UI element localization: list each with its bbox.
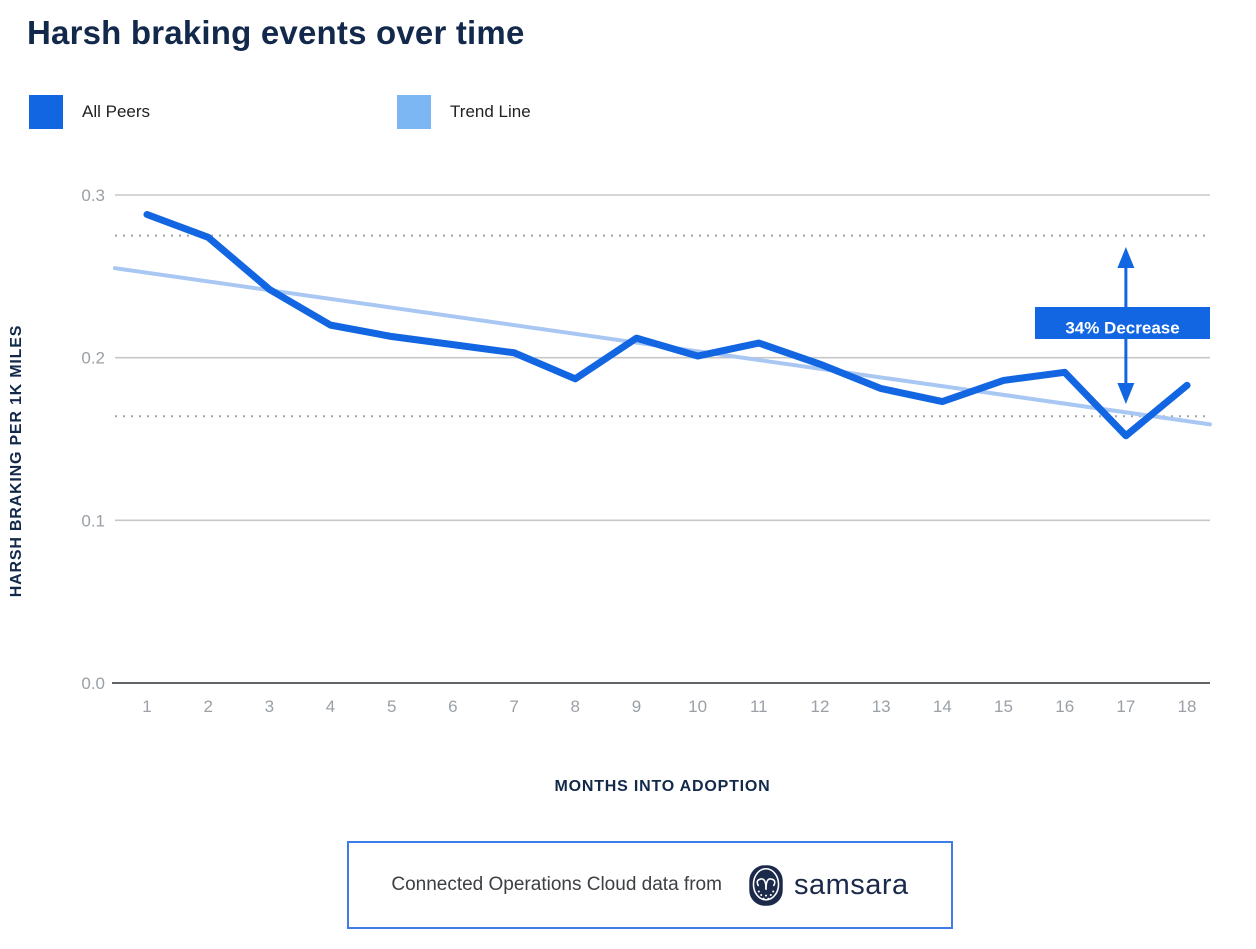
x-tick-label: 4 bbox=[326, 697, 335, 716]
samsara-owl-logo-icon bbox=[749, 864, 783, 906]
x-tick-label: 2 bbox=[203, 697, 212, 716]
legend-item-all-peers: All Peers bbox=[29, 95, 150, 129]
source-attribution-box: Connected Operations Cloud data from sam… bbox=[347, 841, 953, 929]
samsara-wordmark: samsara bbox=[793, 868, 909, 901]
chart-legend: All Peers Trend Line bbox=[29, 95, 531, 129]
page-title: Harsh braking events over time bbox=[27, 14, 525, 51]
legend-label-all-peers: All Peers bbox=[82, 102, 151, 121]
y-axis-title: HARSH BRAKING PER 1K MILES bbox=[8, 324, 25, 598]
x-tick-label: 11 bbox=[750, 697, 768, 716]
x-tick-label: 15 bbox=[994, 697, 1013, 716]
x-tick-label: 16 bbox=[1055, 697, 1074, 716]
x-tick-label: 18 bbox=[1178, 697, 1197, 716]
x-tick-label: 9 bbox=[632, 697, 641, 716]
all-peers-swatch-icon bbox=[29, 95, 63, 129]
trend-line-swatch-icon bbox=[397, 95, 432, 129]
x-tick-label: 14 bbox=[933, 697, 952, 716]
annotation-arrow-down-head bbox=[1117, 383, 1135, 405]
y-tick-label: 0.3 bbox=[81, 186, 105, 205]
x-tick-label: 10 bbox=[688, 697, 707, 716]
x-tick-label: 3 bbox=[265, 697, 274, 716]
all-peers-line bbox=[143, 211, 1191, 440]
annotation-label-box bbox=[1035, 307, 1210, 339]
annotation-arrow-up-head bbox=[1117, 247, 1135, 269]
x-axis-title: MONTHS INTO ADOPTION bbox=[554, 778, 771, 795]
y-tick-label: 0.2 bbox=[81, 349, 105, 368]
source-attribution-text: Connected Operations Cloud data from bbox=[391, 874, 722, 895]
x-tick-label: 8 bbox=[571, 697, 580, 716]
x-tick-label: 6 bbox=[448, 697, 457, 716]
x-tick-label: 1 bbox=[142, 697, 151, 716]
annotation-label: 34% Decrease bbox=[1065, 318, 1179, 337]
x-tick-label: 12 bbox=[811, 697, 830, 716]
x-tick-label: 13 bbox=[872, 697, 891, 716]
legend-label-trend-line: Trend Line bbox=[450, 102, 531, 121]
legend-item-trend-line: Trend Line bbox=[397, 95, 531, 129]
x-tick-label: 7 bbox=[509, 697, 518, 716]
y-tick-label: 0.1 bbox=[81, 511, 105, 530]
line-chart: 0.00.10.20.31 2 3 4 5 6 7 8 9 10 11 12 13 14 15 16 17 183… bbox=[81, 186, 1212, 716]
x-tick-label: 17 bbox=[1116, 697, 1135, 716]
y-tick-label: 0.0 bbox=[81, 674, 105, 693]
samsara-brand: samsara bbox=[748, 864, 909, 907]
x-tick-label: 5 bbox=[387, 697, 396, 716]
